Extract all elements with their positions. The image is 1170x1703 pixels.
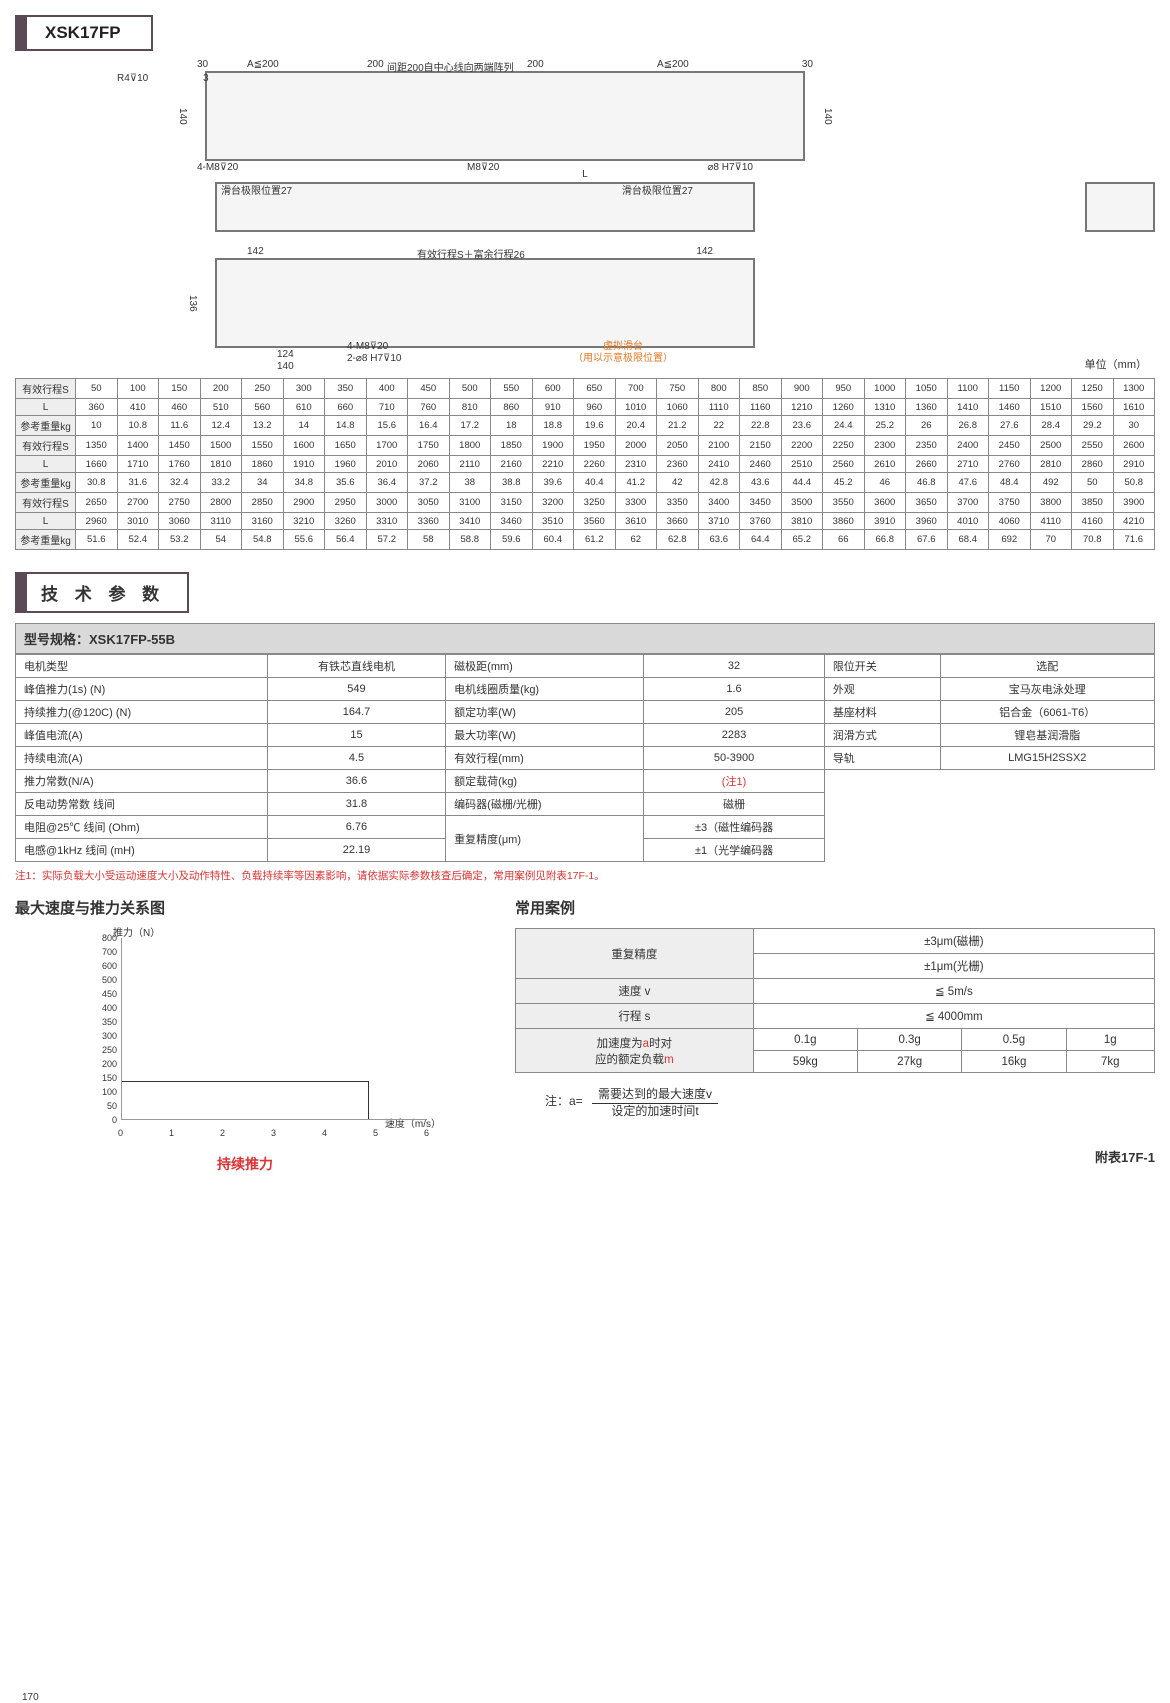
bottom-view: 142 有效行程S＋富余行程26 142 136 124 140 4-M8⊽20…	[215, 258, 755, 348]
tech-params-header: 技 术 参 数	[15, 572, 189, 613]
length-L: L	[15, 169, 1155, 180]
chart-plot-area	[121, 938, 427, 1120]
cases-title: 常用案例	[515, 897, 1155, 918]
spec-table: 电机类型有铁芯直线电机磁极距(mm)32限位开关选配峰值推力(1s) (N)54…	[15, 654, 1155, 862]
thrust-speed-chart: 推力（N） 速度（m/s） 80070060050045040035030025…	[85, 928, 435, 1148]
acc-label: 加速度为a时对应的额定负载m	[516, 1029, 754, 1073]
model-code: XSK17FP	[45, 23, 121, 42]
chart-legend: 持续推力	[15, 1154, 475, 1174]
dimension-table: 有效行程S50100150200250300350400450500550600…	[15, 378, 1155, 550]
plan-view: 滑台极限位置27 滑台极限位置27	[215, 182, 755, 232]
model-header: XSK17FP	[15, 15, 153, 51]
chart-title: 最大速度与推力关系图	[15, 897, 475, 918]
side-view: 107 170	[1085, 182, 1155, 232]
cases-table: 重复精度±3μm(磁栅) ±1μm(光栅) 速度 v≦ 5m/s 行程 s≦ 4…	[515, 928, 1155, 1073]
spec-note: 注1：实际负载大小受运动速度大小及动作特性、负载持续率等因素影响，请依据实际参数…	[15, 868, 1155, 883]
thrust-step-line	[122, 1081, 369, 1119]
engineering-drawings: 间距200自中心线向两端阵列 30 3 A≦200 200 200 A≦200 …	[15, 71, 1155, 372]
appendix-label: 附表17F-1	[515, 1147, 1155, 1166]
acceleration-formula: 注：a= 需要达到的最大速度v设定的加速时间t	[545, 1085, 1155, 1119]
spec-model-title: 型号规格：XSK17FP-55B	[15, 623, 1155, 654]
front-view: 间距200自中心线向两端阵列 30 3 A≦200 200 200 A≦200 …	[205, 71, 805, 161]
